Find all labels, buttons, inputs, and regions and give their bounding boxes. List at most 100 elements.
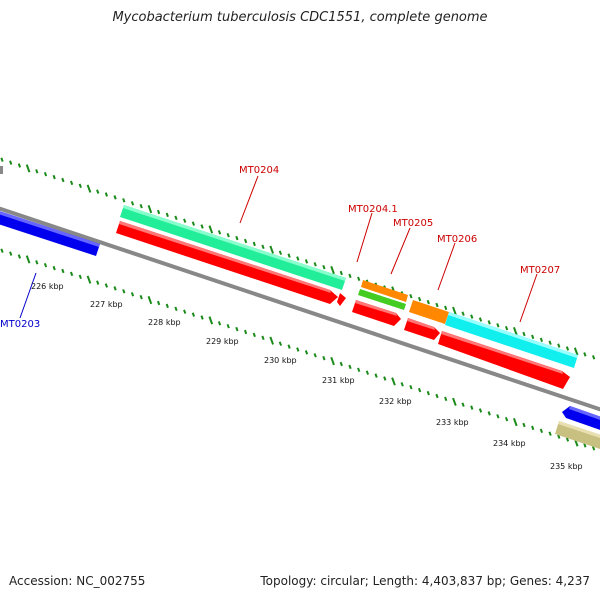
outer-tick <box>86 184 92 193</box>
inner-tick <box>130 292 135 297</box>
gene-label-mt0204[interactable]: MT0204 <box>239 165 279 176</box>
map-title: Mycobacterium tuberculosis CDC1551, comp… <box>112 10 488 25</box>
feature-mt0204-cds[interactable] <box>116 221 338 304</box>
outer-tick <box>9 160 13 165</box>
feature-mt0207-gene[interactable] <box>445 312 578 368</box>
scale-label-230: 230 kbp <box>264 356 297 365</box>
outer-tick <box>243 238 248 244</box>
outer-tick <box>583 352 587 357</box>
outer-tick <box>278 250 283 255</box>
inner-tick <box>487 411 491 416</box>
feature-mt0204-gene[interactable] <box>120 205 346 290</box>
feature-mt0206-cds-highlight <box>407 318 435 330</box>
outer-tick <box>452 306 457 315</box>
scale-label-232: 232 kbp <box>379 397 412 406</box>
gene-label-mt0207[interactable]: MT0207 <box>520 265 560 276</box>
inner-tick <box>417 387 422 393</box>
inner-tick <box>357 367 361 373</box>
leader-mt0204 <box>239 175 259 224</box>
inner-tick <box>269 336 275 345</box>
outer-tick <box>52 174 56 180</box>
leader-mt0206 <box>437 242 456 291</box>
feature-right-khaki-gene[interactable] <box>555 421 600 451</box>
inner-tick <box>191 312 196 317</box>
inner-tick <box>374 373 378 378</box>
outer-tick <box>339 270 343 276</box>
outer-tick <box>522 331 526 337</box>
inner-tick <box>86 275 92 284</box>
outer-tick <box>61 177 65 183</box>
outer-tick <box>478 317 483 322</box>
scale-label-226: 226 kbp <box>31 282 64 291</box>
feature-mt0207-cds[interactable] <box>438 331 570 389</box>
feature-right-blue-gene[interactable] <box>562 406 600 432</box>
feature-mt0204-1-cds[interactable] <box>337 293 346 306</box>
feature-mt0205-gene[interactable] <box>361 280 408 302</box>
inner-tick <box>330 356 335 366</box>
outer-tick <box>165 212 169 218</box>
outer-tick <box>122 198 126 203</box>
scale-label-233: 233 kbp <box>436 418 469 427</box>
inner-tick <box>365 370 370 375</box>
outer-tick <box>461 311 465 316</box>
gene-label-mt0204-1[interactable]: MT0204.1 <box>348 204 398 215</box>
gene-label-mt0205[interactable]: MT0205 <box>393 218 433 229</box>
inner-tick <box>287 344 291 349</box>
feature-mt0205-cds[interactable] <box>352 300 401 326</box>
inner-tick <box>504 416 509 422</box>
outer-tick <box>156 209 161 215</box>
outer-tick <box>531 334 535 340</box>
inner-tick <box>400 382 404 387</box>
scale-label-228: 228 kbp <box>148 318 181 327</box>
inner-tick <box>243 329 248 335</box>
scale-label-231: 231 kbp <box>322 376 355 385</box>
inner-tick-track <box>0 248 596 451</box>
inner-tick <box>9 251 13 256</box>
outer-tick <box>591 355 596 360</box>
inner-tick <box>278 341 283 346</box>
inner-tick <box>426 390 430 396</box>
inner-tick <box>200 315 204 320</box>
inner-tick <box>0 248 4 253</box>
inner-tick <box>557 434 561 439</box>
inner-tick <box>17 254 22 259</box>
inner-tick <box>43 262 48 268</box>
outer-tick <box>96 189 100 194</box>
gene-label-mt0206[interactable]: MT0206 <box>437 234 477 245</box>
inner-tick <box>147 295 153 305</box>
feature-right-blue-gene-highlight <box>569 406 600 420</box>
inner-tick <box>583 443 587 448</box>
outer-tick <box>208 225 214 234</box>
inner-tick <box>478 408 483 413</box>
inner-tick <box>591 446 596 451</box>
accession-label: Accession: NC_002755 <box>9 574 146 588</box>
outer-tick <box>17 163 22 168</box>
outer-tick <box>426 299 430 305</box>
leader-mt0203 <box>19 272 37 319</box>
inner-tick <box>235 326 239 332</box>
inner-tick <box>296 347 300 352</box>
label-leader-lines <box>19 175 538 323</box>
outer-tick <box>496 323 500 328</box>
scale-label-234: 234 kbp <box>493 439 526 448</box>
genome-backbone <box>0 206 600 412</box>
genome-summary-label: Topology: circular; Length: 4,403,837 bp… <box>260 574 590 588</box>
feature-mt0206-cds[interactable] <box>404 318 440 340</box>
outer-tick <box>200 224 204 229</box>
inner-tick <box>61 268 65 274</box>
outer-tick <box>269 245 275 254</box>
outer-tick <box>512 326 518 336</box>
inner-tick <box>183 309 187 314</box>
outer-tick <box>296 256 300 261</box>
inner-tick <box>122 289 126 294</box>
outer-tick <box>322 264 326 270</box>
outer-tick-track <box>0 157 596 360</box>
outer-tick <box>261 244 265 250</box>
gene-label-mt0203[interactable]: MT0203 <box>0 319 40 330</box>
inner-tick <box>565 437 570 442</box>
feature-mt0207-gene-highlight <box>448 312 578 358</box>
feature-mt0205-misc[interactable] <box>358 289 406 310</box>
feature-mt0206-gene[interactable] <box>409 300 449 324</box>
inner-tick <box>339 361 343 367</box>
